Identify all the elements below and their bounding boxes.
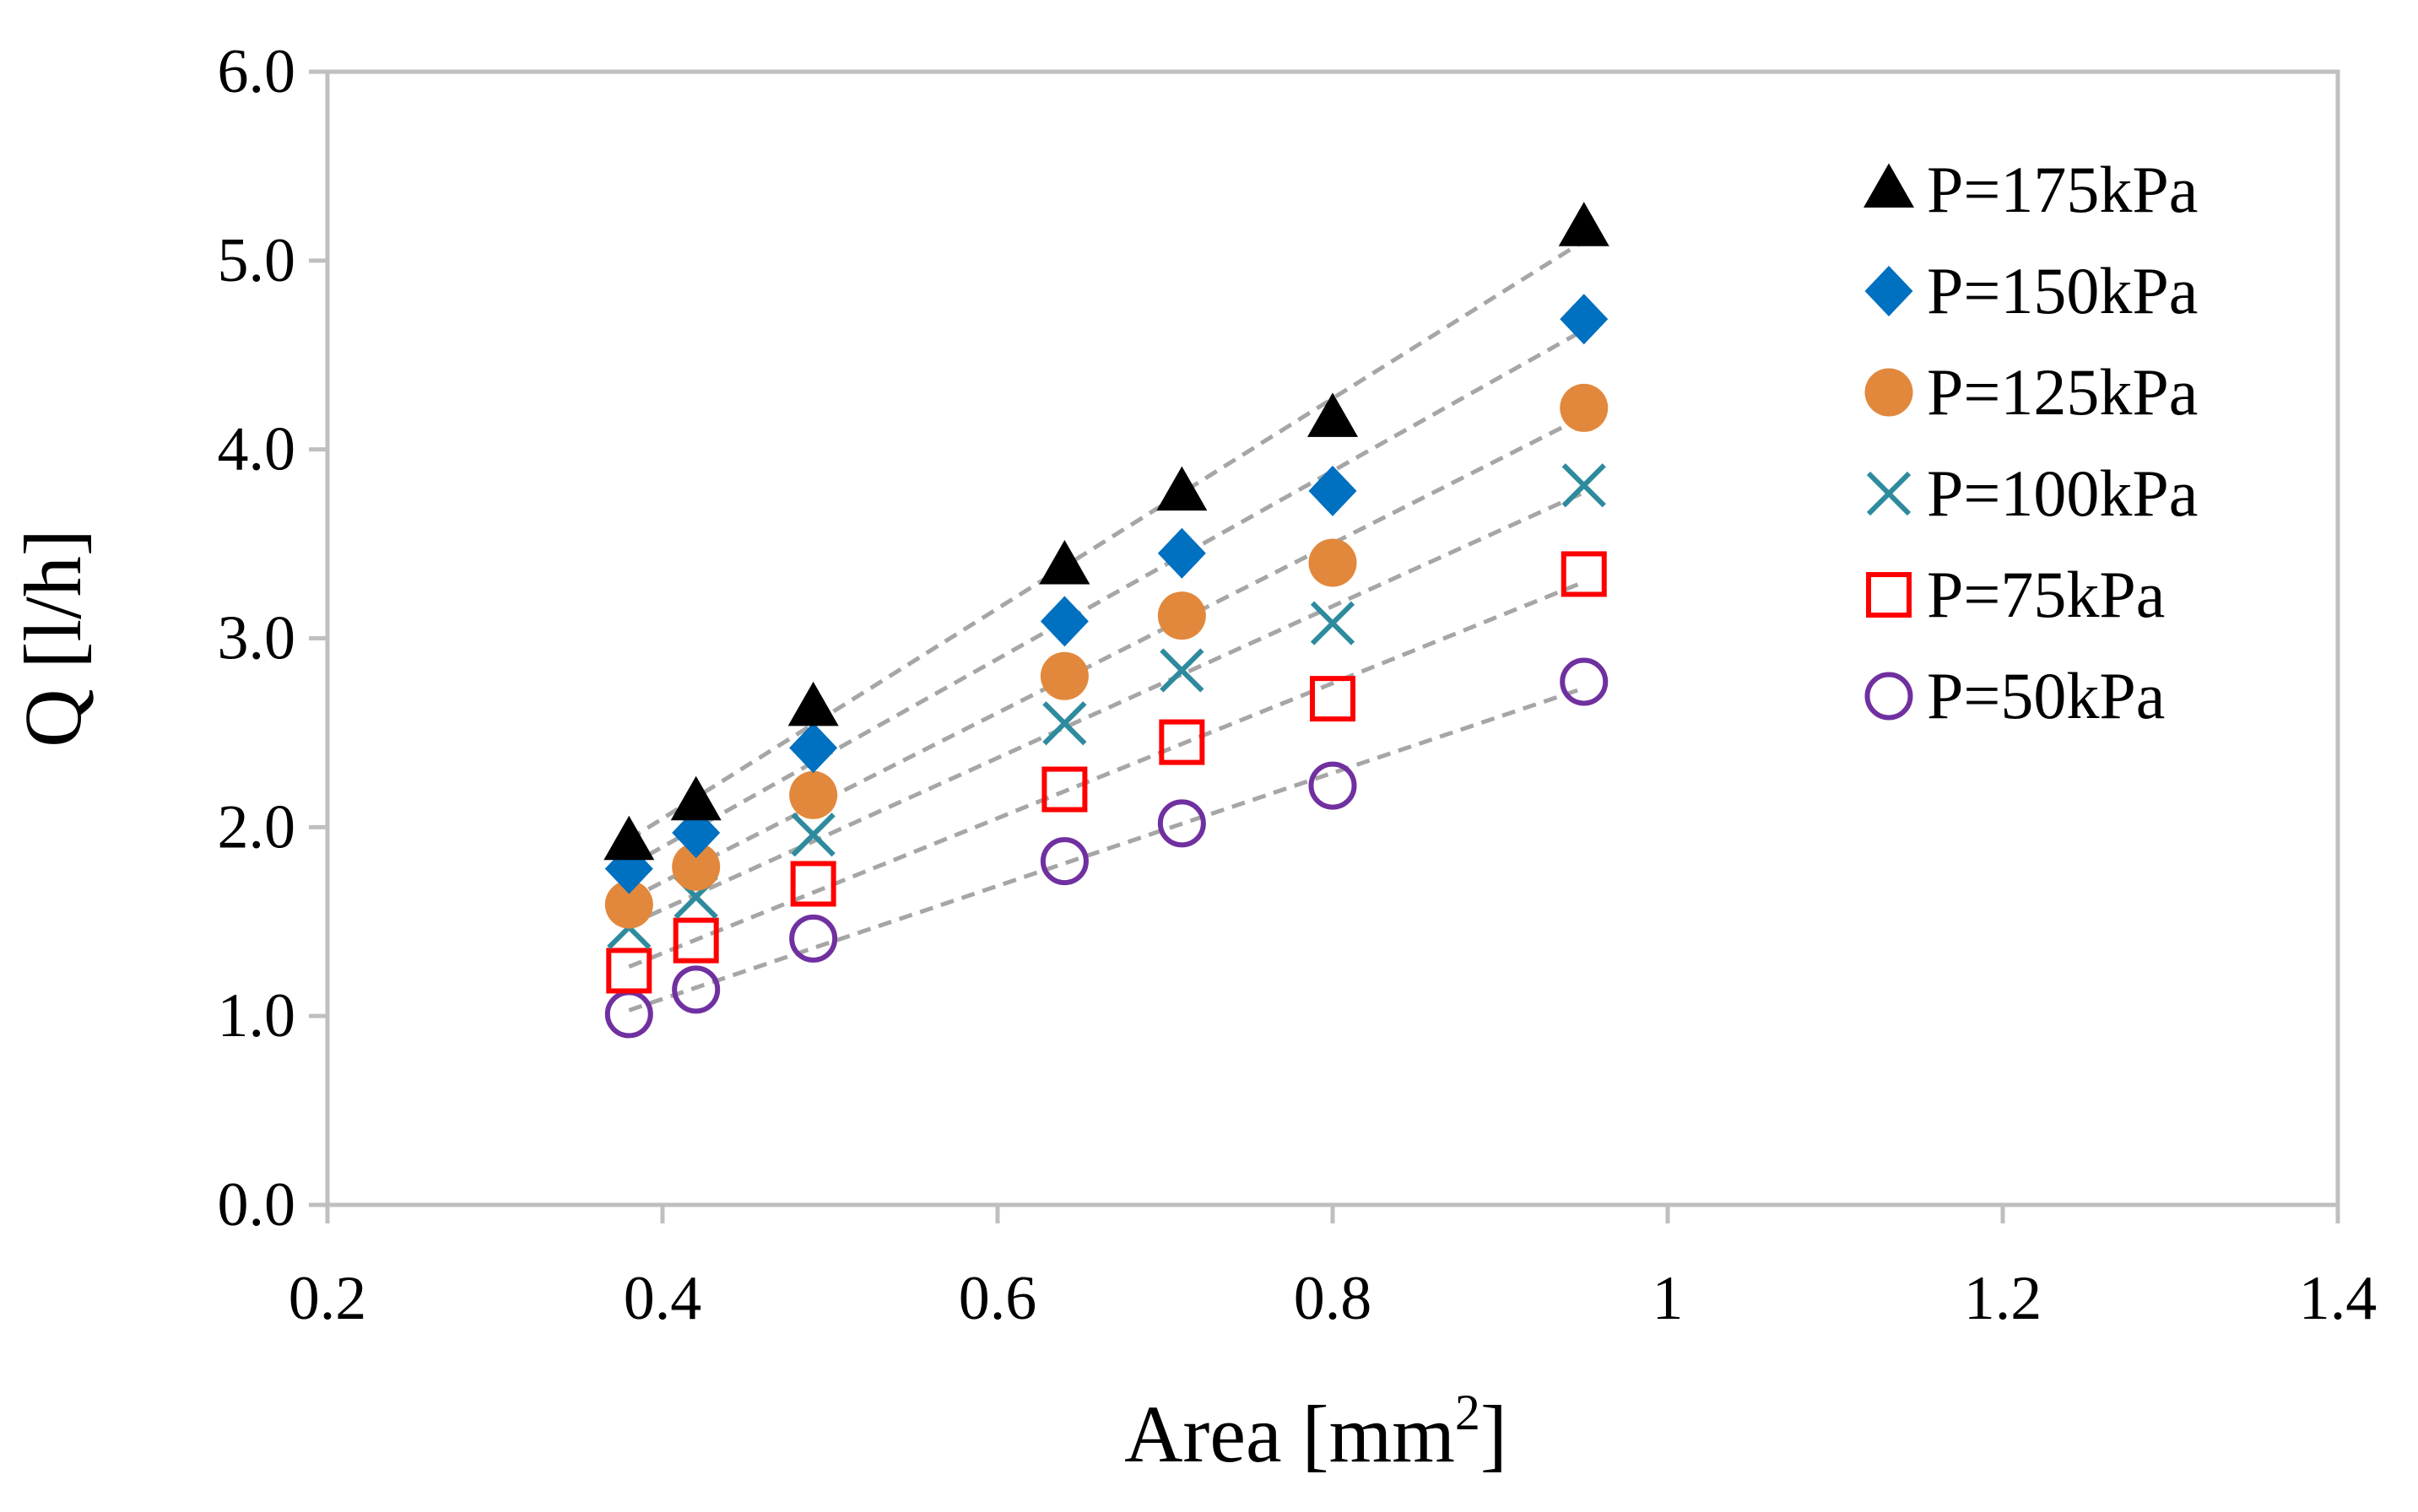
data-point <box>1561 551 1607 597</box>
data-points <box>603 202 1609 1039</box>
data-point <box>1308 538 1357 587</box>
data-point <box>1558 202 1609 246</box>
data-point <box>1040 651 1089 700</box>
data-point <box>1041 766 1088 813</box>
x-tick-label: 0.4 <box>624 1264 702 1333</box>
legend-marker <box>1864 672 1913 721</box>
data-point <box>603 815 655 861</box>
x-axis-title-main: Area [mm <box>1124 1389 1455 1479</box>
data-point <box>1159 719 1205 765</box>
data-point <box>1307 392 1358 437</box>
x-tick-label: 0.8 <box>1294 1264 1372 1333</box>
data-point <box>1560 294 1609 345</box>
legend-label: P=75kPa <box>1927 558 2165 631</box>
data-point <box>789 722 838 774</box>
data-point <box>670 775 722 821</box>
legend-label: P=175kPa <box>1927 153 2198 226</box>
x-axis-title-superscript: 2 <box>1455 1385 1480 1440</box>
trendline <box>628 686 1585 1012</box>
x-axis-title: Area [mm2] <box>1124 1385 1507 1479</box>
data-point <box>673 917 719 964</box>
data-point <box>789 770 838 819</box>
data-point <box>1561 463 1606 508</box>
data-point <box>1160 648 1204 693</box>
data-point <box>1308 465 1357 516</box>
data-point <box>790 861 836 907</box>
data-point <box>1310 601 1355 645</box>
x-axis-title-close: ] <box>1480 1389 1507 1479</box>
trendline <box>628 580 1585 969</box>
data-point <box>672 842 721 891</box>
x-tick-label: 1 <box>1653 1264 1684 1333</box>
data-point <box>606 948 652 994</box>
y-axis-title: Q [l/h] <box>8 529 98 748</box>
data-point <box>1560 657 1609 706</box>
y-axis: 0.0 1.0 2.0 3.0 4.0 5.0 6.0 <box>218 37 327 1239</box>
y-tick-label: 0.0 <box>218 1170 296 1239</box>
legend: P=175kPa P=150kPa P=125kPa P=100kPa P=75kPa P… <box>1864 153 2198 732</box>
data-point <box>1042 701 1087 746</box>
data-point <box>672 965 721 1014</box>
trendlines <box>627 239 1586 1012</box>
legend-label: P=150kPa <box>1927 254 2198 327</box>
y-tick-label: 2.0 <box>218 792 296 861</box>
legend-label: P=125kPa <box>1927 355 2198 429</box>
data-point <box>791 813 836 857</box>
data-point <box>1310 676 1355 722</box>
data-point <box>1039 539 1090 585</box>
data-point <box>1560 383 1609 432</box>
legend-marker <box>1866 471 1912 516</box>
legend-marker <box>1864 163 1914 208</box>
trendline <box>627 239 1586 842</box>
y-tick-label: 1.0 <box>218 981 296 1050</box>
legend-label: P=50kPa <box>1927 659 2165 732</box>
trendline <box>628 327 1585 868</box>
legend-label: P=100kPa <box>1927 456 2198 530</box>
data-point <box>1308 761 1357 810</box>
data-point <box>1157 799 1206 848</box>
x-tick-label: 1.2 <box>1964 1264 2042 1333</box>
data-point <box>1157 527 1206 579</box>
data-point <box>789 914 838 963</box>
data-point <box>1156 466 1208 511</box>
x-tick-label: 0.6 <box>959 1264 1037 1333</box>
legend-marker <box>1864 266 1913 316</box>
y-tick-label: 5.0 <box>218 226 296 295</box>
trendline <box>628 414 1585 901</box>
data-point <box>1040 837 1089 886</box>
y-tick-label: 6.0 <box>218 37 296 106</box>
x-tick-label: 0.2 <box>289 1264 367 1333</box>
legend-marker <box>1864 368 1913 417</box>
legend-marker <box>1866 572 1912 618</box>
data-point <box>787 681 839 726</box>
data-point <box>1157 591 1206 640</box>
data-point <box>1040 596 1089 647</box>
x-axis: 0.2 0.4 0.6 0.8 1 1.2 1.4 <box>289 1205 2377 1333</box>
y-tick-label: 4.0 <box>218 415 296 484</box>
y-tick-label: 3.0 <box>218 604 296 673</box>
x-tick-label: 1.4 <box>2299 1264 2377 1333</box>
data-point <box>604 880 653 929</box>
